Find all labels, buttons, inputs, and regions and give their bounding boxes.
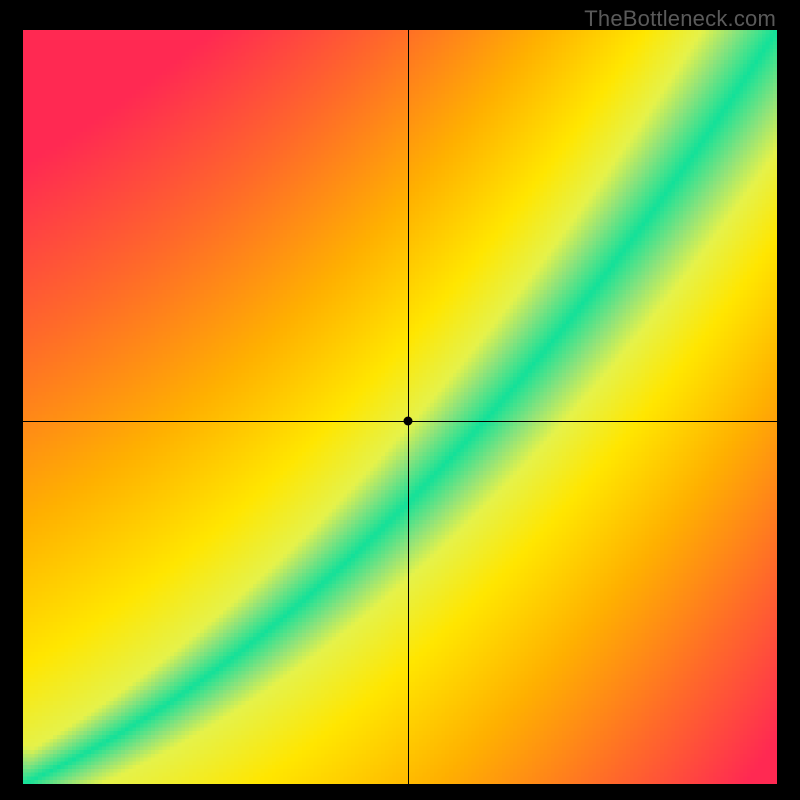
crosshair-vertical xyxy=(408,30,409,784)
watermark-text: TheBottleneck.com xyxy=(584,6,776,32)
crosshair-horizontal xyxy=(23,421,777,422)
heatmap-canvas xyxy=(23,30,777,784)
bottleneck-heatmap xyxy=(23,30,777,784)
crosshair-marker-dot xyxy=(404,416,413,425)
